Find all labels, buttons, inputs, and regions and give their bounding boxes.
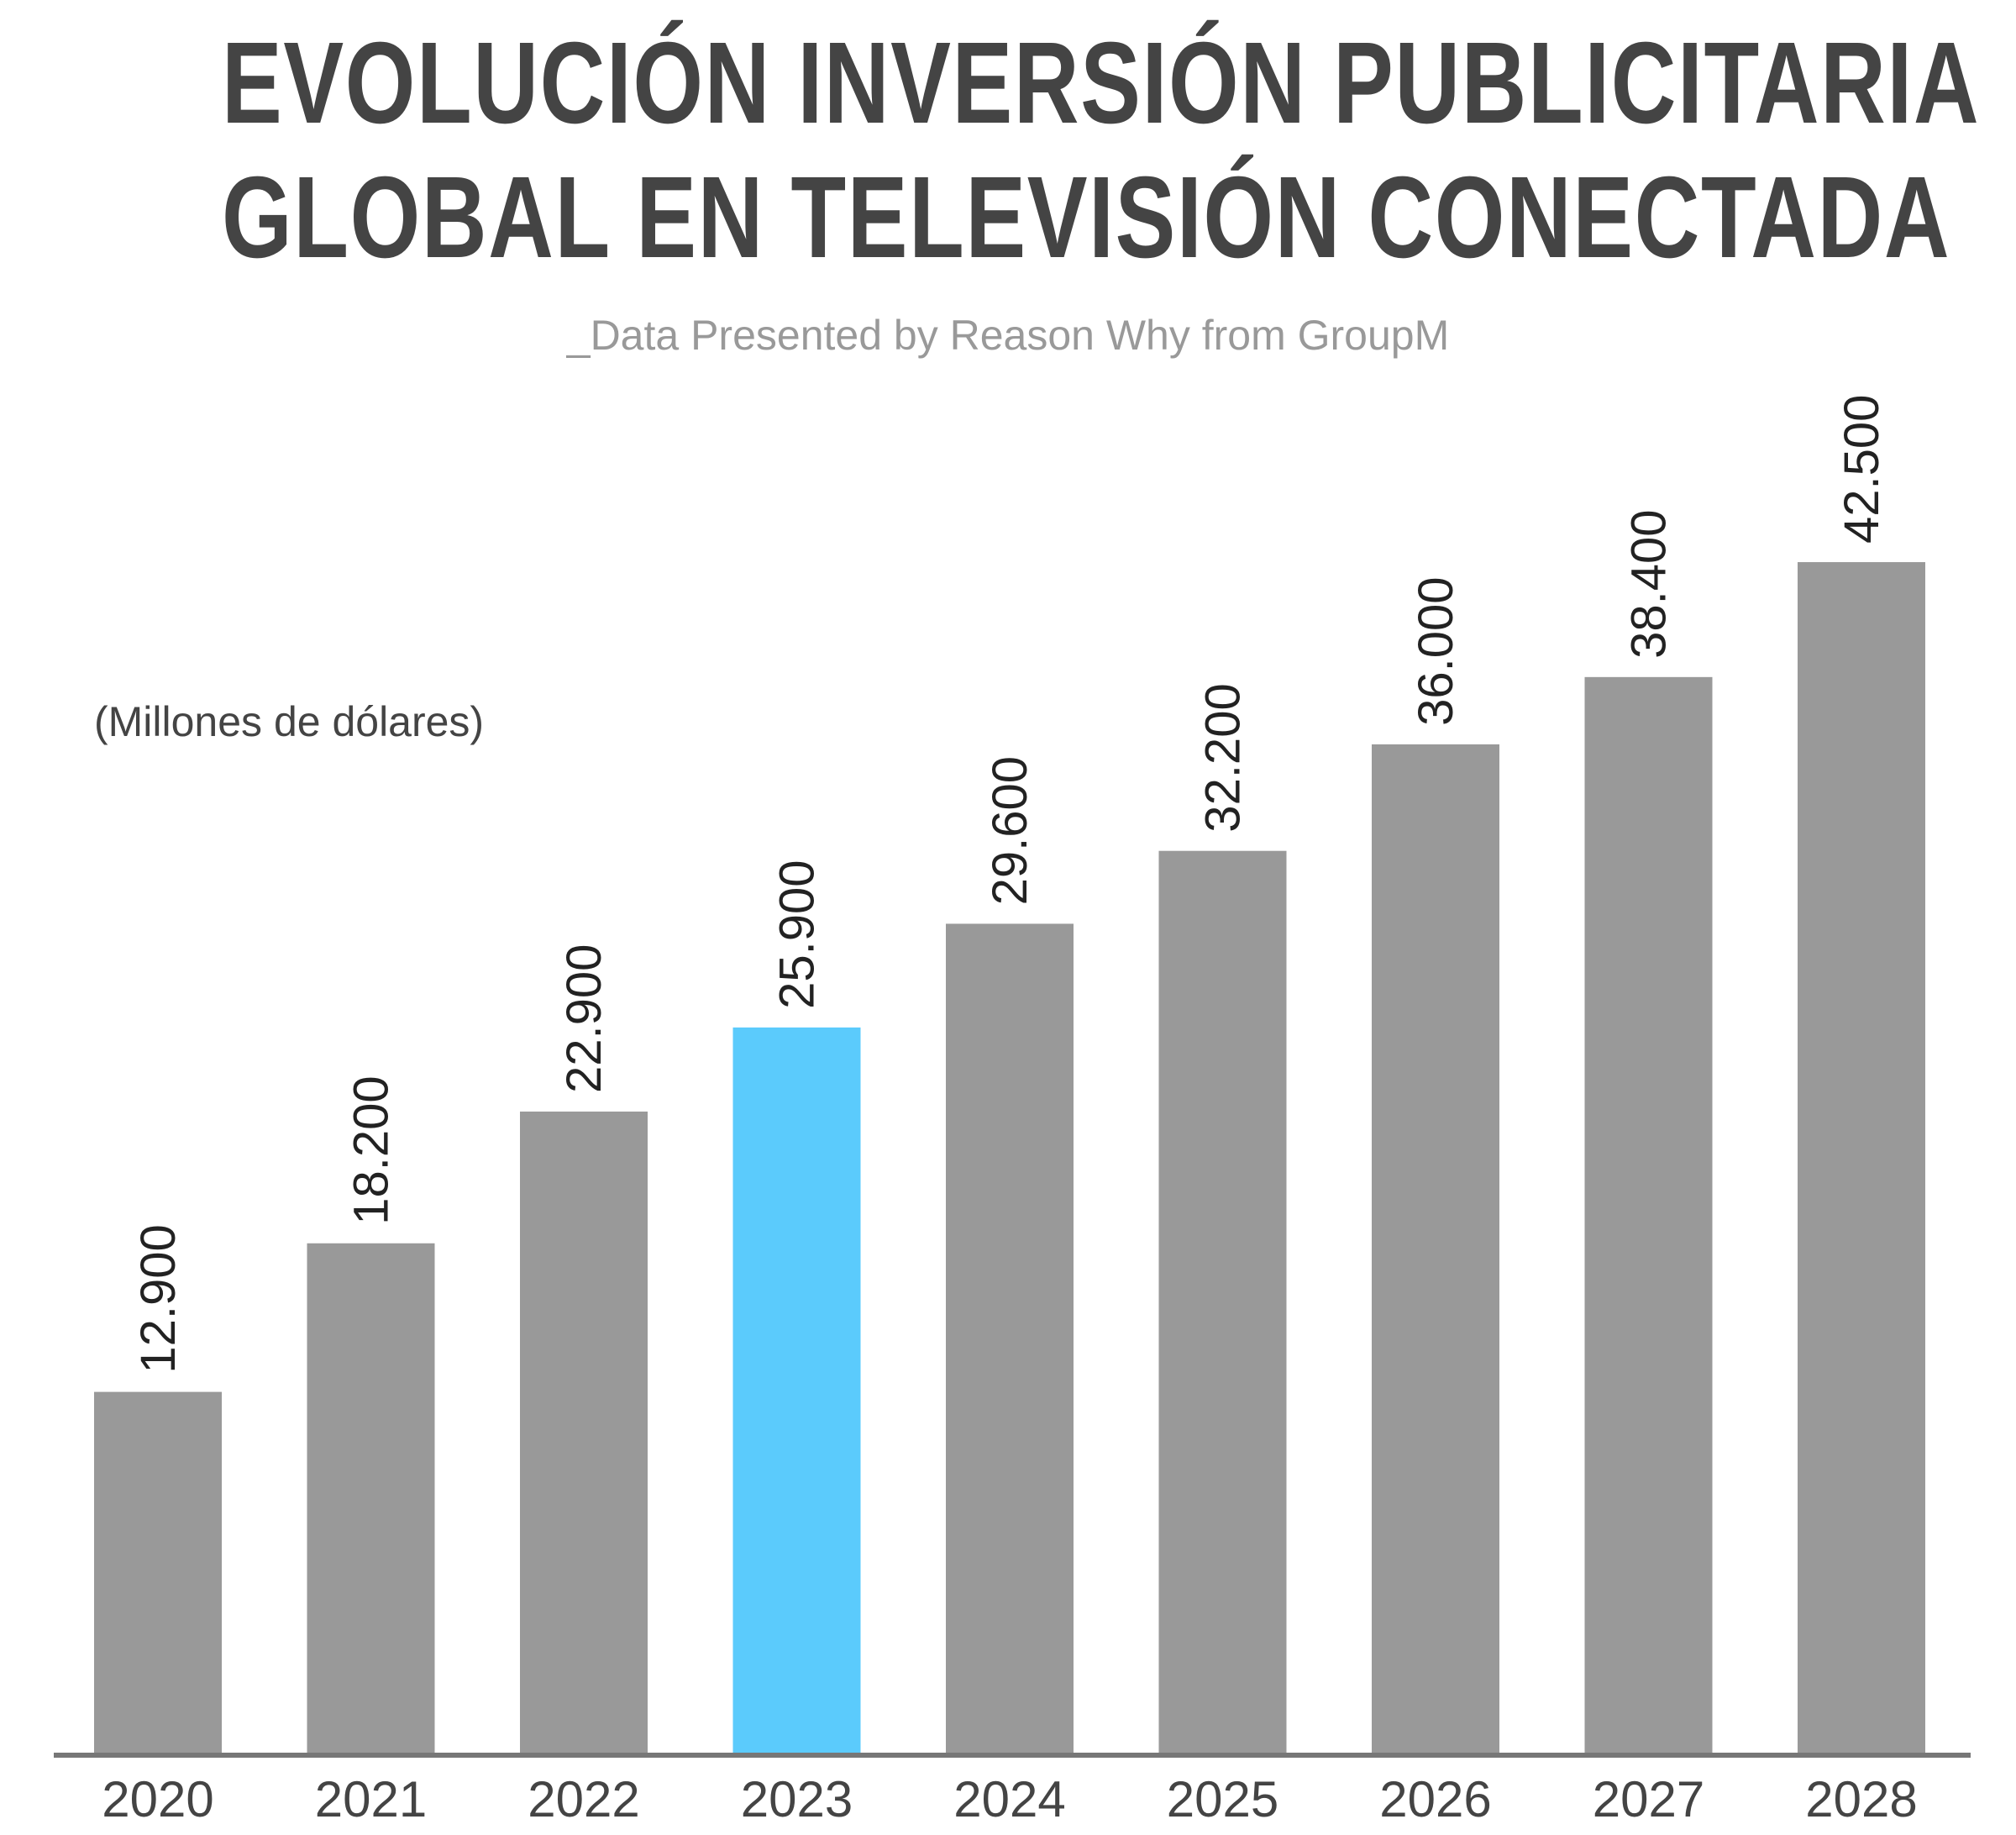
x-tick-label-2024: 2024 (953, 1771, 1065, 1827)
value-label-2026: 36.000 (1409, 577, 1463, 726)
x-tick-label-2028: 2028 (1805, 1771, 1917, 1827)
bar-2023 (732, 1027, 861, 1754)
value-label-2023: 25.900 (770, 860, 825, 1008)
value-label-2028: 42.500 (1835, 395, 1889, 544)
chart-title-line-1: EVOLUCIÓN INVERSIÓN PUBLICITARIA (222, 18, 1981, 148)
bar-2026 (1372, 744, 1499, 1754)
chart-title-line-2: GLOBAL EN TELEVISIÓN CONECTADA (222, 153, 1951, 282)
chart-subtitle: _Data Presented by Reason Why from Group… (566, 312, 1450, 359)
bar-2021 (307, 1243, 435, 1754)
bar-2027 (1584, 676, 1713, 1754)
x-tick-label-2023: 2023 (741, 1771, 853, 1827)
value-label-2021: 18.200 (344, 1075, 399, 1224)
y-axis-unit-label: (Millones de dólares) (94, 698, 485, 745)
value-label-2025: 32.200 (1196, 683, 1251, 832)
x-tick-label-2027: 2027 (1593, 1771, 1704, 1827)
value-label-2024: 29.600 (983, 756, 1037, 905)
x-tick-label-2021: 2021 (315, 1771, 427, 1827)
x-tick-label-2026: 2026 (1379, 1771, 1491, 1827)
bar-2025 (1158, 850, 1287, 1754)
value-label-2022: 22.900 (557, 944, 612, 1093)
bar-2028 (1798, 562, 1925, 1754)
value-label-2020: 12.900 (131, 1224, 186, 1373)
x-tick-label-2025: 2025 (1167, 1771, 1278, 1827)
bar-2022 (520, 1111, 648, 1754)
x-tick-label-2022: 2022 (528, 1771, 639, 1827)
bar-2020 (94, 1391, 222, 1754)
x-tick-label-2020: 2020 (102, 1771, 213, 1827)
bar-2024 (946, 923, 1074, 1754)
value-label-2027: 38.400 (1622, 509, 1677, 658)
